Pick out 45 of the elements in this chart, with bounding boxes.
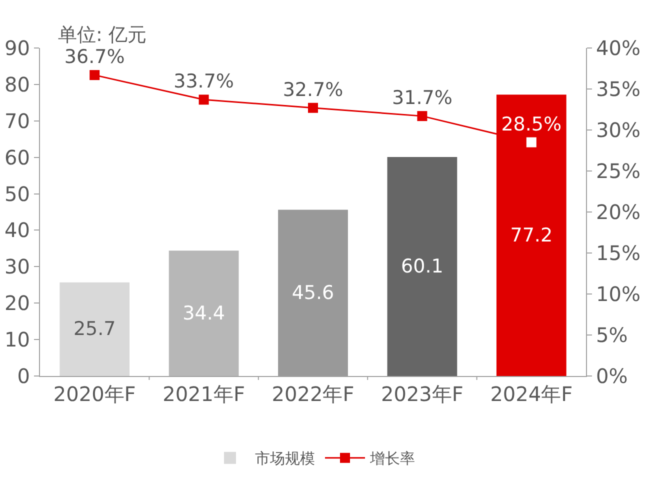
y2-tick-label: 0% bbox=[596, 364, 628, 388]
y-tick-label: 90 bbox=[4, 36, 30, 60]
y-tick-label: 60 bbox=[4, 145, 30, 170]
y-tick-label: 30 bbox=[4, 254, 30, 279]
data-label: 45.6 bbox=[292, 282, 334, 304]
y-tick-label: 50 bbox=[4, 182, 30, 206]
point bbox=[90, 70, 100, 80]
data-label: 32.7% bbox=[282, 78, 344, 101]
x-tick-label: 2024年F bbox=[490, 382, 573, 406]
legend-label: 市场规模 bbox=[255, 450, 315, 468]
point bbox=[526, 137, 536, 148]
y2-tick-label: 40% bbox=[596, 36, 640, 60]
y-tick-label: 80 bbox=[4, 72, 30, 96]
y-tick-label: 70 bbox=[4, 108, 30, 133]
data-label: 25.7 bbox=[73, 318, 116, 340]
y-tick-label: 40 bbox=[4, 218, 30, 242]
legend-label: 增长率 bbox=[369, 450, 415, 468]
point bbox=[417, 111, 428, 122]
y2-tick-label: 30% bbox=[596, 118, 640, 142]
x-tick-label: 2022年F bbox=[272, 382, 354, 406]
y2-tick-label: 25% bbox=[596, 159, 640, 183]
y-tick-label: 0 bbox=[17, 364, 30, 388]
y2-tick-label: 20% bbox=[596, 200, 640, 224]
y2-tick-label: 5% bbox=[596, 323, 628, 347]
data-label: 33.7% bbox=[174, 70, 234, 93]
data-label: 36.7% bbox=[64, 46, 125, 68]
y2-tick-label: 35% bbox=[596, 77, 640, 101]
x-tick-label: 2023年F bbox=[380, 382, 464, 406]
y-tick-label: 20 bbox=[4, 291, 30, 316]
x-tick-label: 2021年F bbox=[162, 382, 246, 406]
data-label: 28.5% bbox=[501, 113, 562, 136]
text: 单位: 亿元 bbox=[58, 24, 146, 46]
y2-tick-label: 10% bbox=[596, 282, 640, 306]
bar bbox=[387, 156, 458, 376]
x-tick-label: 2020年F bbox=[53, 382, 136, 406]
point bbox=[308, 102, 318, 113]
bar bbox=[168, 250, 239, 376]
point bbox=[198, 94, 209, 105]
data-label: 34.4 bbox=[182, 302, 225, 324]
data-label: 31.7% bbox=[392, 87, 452, 110]
y-tick-label: 10 bbox=[4, 328, 30, 352]
data-label: 60.1 bbox=[401, 255, 444, 278]
y2-tick-label: 15% bbox=[596, 241, 640, 265]
data-label: 77.2 bbox=[510, 224, 553, 246]
bar bbox=[60, 282, 130, 376]
